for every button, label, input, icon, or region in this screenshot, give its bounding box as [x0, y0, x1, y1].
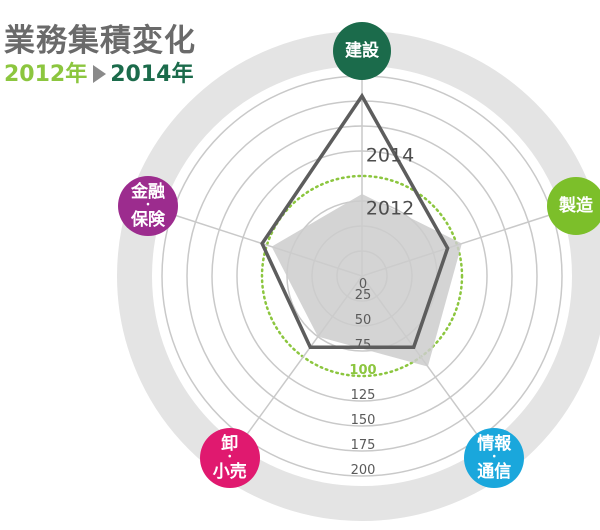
subtitle-to-year: 2014年: [110, 62, 194, 87]
axis-label: 建設: [345, 41, 379, 61]
axis-label: 情報: [477, 434, 512, 455]
scale-tick-label: 0: [359, 277, 367, 292]
axis-badge: 製造: [546, 177, 600, 236]
axis-badge: 情報・通信: [464, 428, 525, 489]
subtitle-from-year: 2012年: [4, 62, 88, 87]
scale-tick-label: 75: [355, 338, 372, 353]
badge-dot-separator: ・: [489, 452, 500, 464]
chart-title: 業務集積変化: [4, 23, 196, 59]
scale-tick-label: 200: [351, 463, 376, 478]
scale-tick-label: 125: [351, 388, 376, 403]
axis-label: 金融: [131, 182, 165, 203]
title-block: 業務集積変化 2012年 2014年: [4, 22, 196, 90]
arrow-right-icon: [93, 65, 107, 83]
axis-badge: 金融・保険: [118, 176, 178, 237]
series-label: 2014: [366, 145, 414, 167]
series-line-2014: [260, 92, 450, 349]
badge-dot-separator: ・: [224, 452, 235, 464]
axis-label: 製造: [558, 196, 593, 217]
scale-tick-label: 150: [351, 413, 376, 428]
series-area-2012: [271, 194, 462, 367]
axis-label: 卸: [221, 434, 239, 455]
grid-ring-highlight: [260, 174, 464, 378]
scale-tick-label: 25: [355, 288, 372, 303]
series-label: 2012: [366, 197, 414, 219]
scale-tick-label: 175: [351, 438, 376, 453]
scale-tick-label: 50: [355, 313, 372, 328]
axis-label: 保険: [131, 210, 165, 231]
axis-badge: 卸・小売: [199, 428, 260, 489]
chart-subtitle: 2012年 2014年: [4, 60, 196, 90]
scale-tick-label: 100: [349, 363, 376, 378]
axis-label: 小売: [212, 462, 247, 483]
axis-badge: 建設: [333, 22, 391, 80]
axis-label: 通信: [477, 462, 512, 483]
badge-dot-separator: ・: [143, 200, 153, 212]
